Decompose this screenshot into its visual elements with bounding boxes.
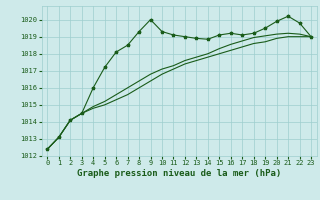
- X-axis label: Graphe pression niveau de la mer (hPa): Graphe pression niveau de la mer (hPa): [77, 169, 281, 178]
